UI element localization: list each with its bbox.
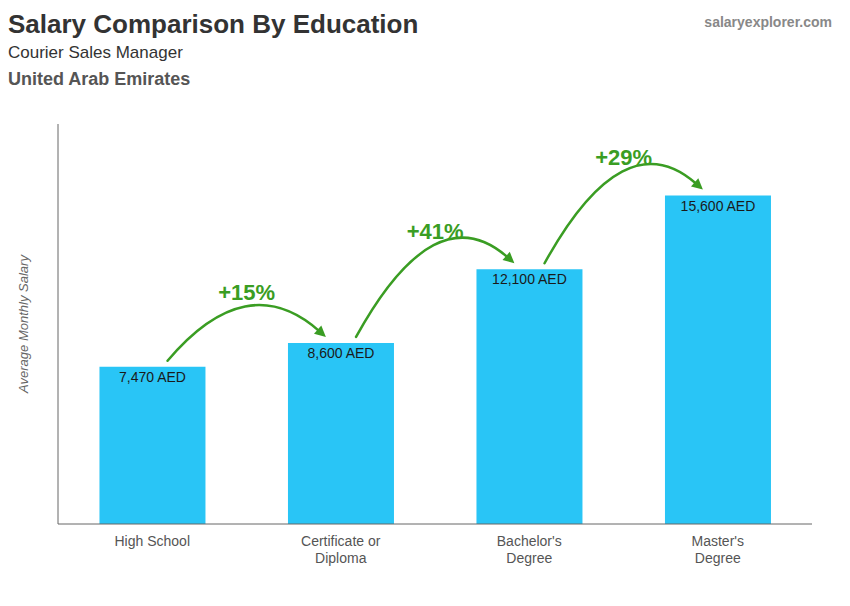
svg-text:+29%: +29% xyxy=(595,145,652,170)
svg-text:High School: High School xyxy=(115,533,191,549)
svg-text:+41%: +41% xyxy=(407,219,464,244)
svg-text:Bachelor'sDegree: Bachelor'sDegree xyxy=(497,533,562,566)
html-text:Salary Comparison By Education: Salary Comparison By Education xyxy=(8,9,419,39)
svg-text:Average Monthly Salary: Average Monthly Salary xyxy=(16,254,31,394)
html-text:United Arab Emirates: United Arab Emirates xyxy=(8,69,191,89)
svg-text:15,600 AED: 15,600 AED xyxy=(681,198,756,214)
svg-text:Master'sDegree: Master'sDegree xyxy=(692,533,744,566)
html-text:Courier Sales Manager: Courier Sales Manager xyxy=(8,43,183,62)
svg-text:12,100 AED: 12,100 AED xyxy=(492,271,567,287)
svg-text:7,470 AED: 7,470 AED xyxy=(119,369,186,385)
svg-text:+15%: +15% xyxy=(218,280,275,305)
svg-text:Certificate orDiploma: Certificate orDiploma xyxy=(301,533,381,566)
html-text:salaryexplorer.com: salaryexplorer.com xyxy=(704,14,832,30)
svg-text:8,600 AED: 8,600 AED xyxy=(308,345,375,361)
